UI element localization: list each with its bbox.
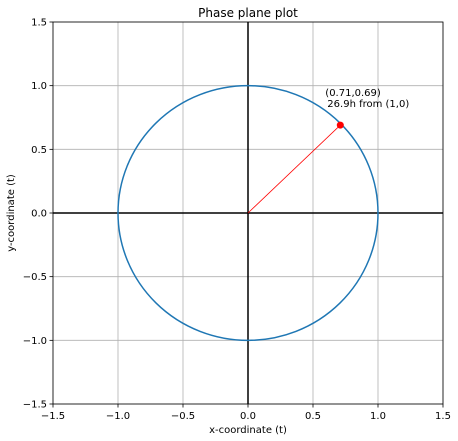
y-tick-label: −1.0: [23, 336, 47, 347]
chart-title: Phase plane plot: [198, 6, 298, 20]
x-tick-label: 1.0: [370, 411, 386, 422]
annotation-hours: 26.9h from (1,0): [327, 99, 409, 110]
annotation-coordinates: (0.71,0.69): [325, 88, 381, 99]
y-tick-label: 0.5: [31, 145, 47, 156]
x-axis-label: x-coordinate (t): [209, 425, 287, 436]
y-axis-label: y-coordinate (t): [6, 174, 17, 252]
x-ticks: −1.5 −1.0 −0.5 0.0 0.5 1.0 1.5: [41, 404, 451, 422]
y-ticks: −1.5 −1.0 −0.5 0.0 0.5 1.0 1.5: [23, 18, 53, 411]
y-tick-label: 1.0: [31, 81, 47, 92]
current-point-marker: [336, 121, 344, 129]
x-tick-label: −1.5: [41, 411, 65, 422]
x-tick-label: 0.5: [305, 411, 321, 422]
radius-line: [247, 124, 341, 214]
x-tick-label: 1.5: [435, 411, 451, 422]
x-tick-label: 0.0: [240, 411, 256, 422]
y-tick-label: −0.5: [23, 272, 47, 283]
unit-circle-series: [117, 84, 379, 342]
x-tick-label: −1.0: [106, 411, 130, 422]
y-tick-label: −1.5: [23, 400, 47, 411]
y-tick-label: 1.5: [31, 18, 47, 29]
y-tick-label: 0.0: [31, 209, 47, 220]
x-tick-label: −0.5: [171, 411, 195, 422]
